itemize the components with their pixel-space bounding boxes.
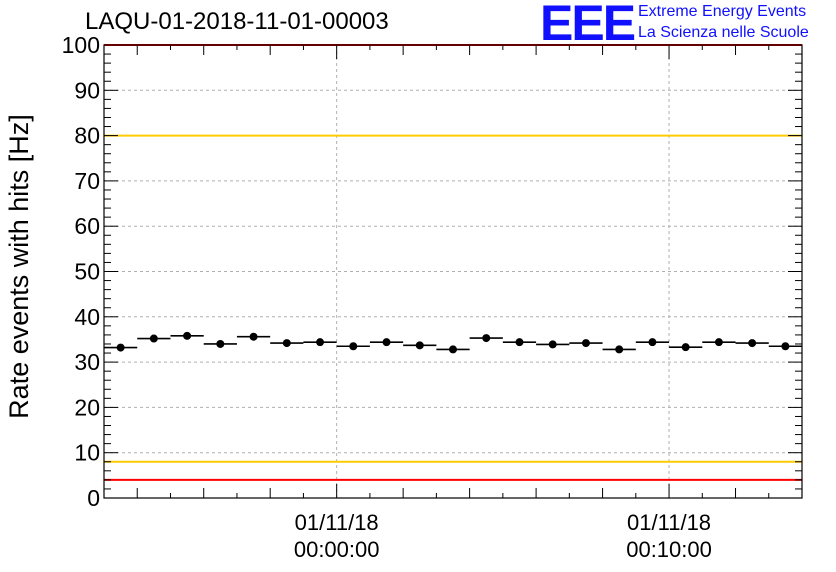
data-point: [249, 332, 258, 341]
y-tick-label: 40: [74, 304, 100, 330]
chart-title: LAQU-01-2018-11-01-00003: [85, 8, 389, 35]
x-tick-label-date: 01/11/18: [627, 510, 711, 535]
y-tick-label: 10: [74, 440, 100, 466]
data-point: [282, 339, 291, 348]
data-point: [714, 338, 723, 347]
data-point: [581, 339, 590, 348]
data-point: [615, 345, 624, 354]
data-point: [216, 339, 225, 348]
data-point: [382, 338, 391, 347]
data-point: [482, 334, 491, 343]
y-tick-label: 70: [74, 168, 100, 194]
data-point: [183, 331, 192, 340]
x-tick-label-date: 01/11/18: [295, 510, 379, 535]
data-point: [349, 342, 358, 351]
logo-line-2: La Scienza nelle Scuole: [638, 24, 809, 41]
data-point: [149, 334, 158, 343]
data-point: [316, 338, 325, 347]
y-tick-label: 0: [87, 485, 100, 511]
y-tick-label: 90: [74, 77, 100, 103]
eee-logo: EEE Extreme Energy Events La Scienza nel…: [540, 0, 830, 51]
data-point: [415, 341, 424, 350]
data-point: [681, 343, 690, 352]
y-tick-label: 50: [74, 259, 100, 285]
y-tick-label: 80: [74, 123, 100, 149]
data-point: [748, 339, 757, 348]
logo-mark: EEE: [540, 0, 636, 51]
data-point: [648, 338, 657, 347]
y-tick-label: 100: [62, 32, 100, 58]
data-point: [781, 342, 790, 351]
data-point: [116, 343, 125, 352]
y-axis-label: Rate events with hits [Hz]: [4, 114, 34, 419]
data-point: [449, 345, 457, 354]
x-tick-label-time: 00:00:00: [294, 537, 380, 562]
y-tick-label: 30: [74, 349, 100, 375]
x-tick-label-time: 00:10:00: [626, 537, 712, 562]
data-point: [515, 338, 524, 347]
y-tick-label: 60: [74, 213, 100, 239]
logo-line-1: Extreme Energy Events: [638, 3, 807, 20]
y-tick-label: 20: [74, 394, 100, 420]
data-point: [548, 340, 557, 349]
